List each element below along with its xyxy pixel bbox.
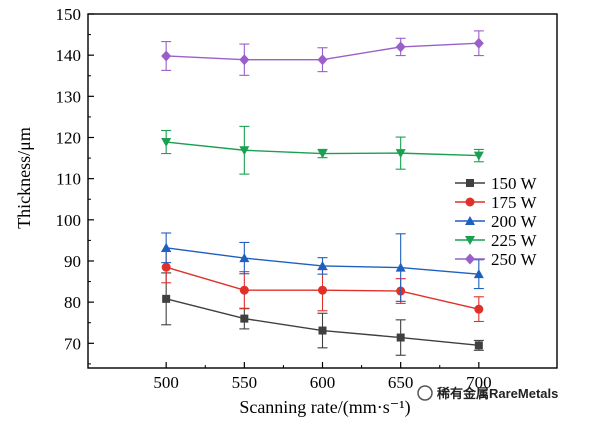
y-tick-label: 150 <box>56 5 82 24</box>
legend-item-250w: 250 W <box>455 250 537 269</box>
legend-label: 225 W <box>491 231 537 250</box>
data-point <box>317 54 328 66</box>
data-point <box>474 341 483 350</box>
y-tick-label: 130 <box>56 87 82 106</box>
data-point <box>395 149 406 159</box>
data-point <box>318 326 327 335</box>
series-250w <box>161 30 484 76</box>
y-tick-label: 70 <box>64 334 81 353</box>
data-point <box>395 41 406 53</box>
y-tick-label: 90 <box>64 252 81 271</box>
legend-label: 175 W <box>491 193 537 212</box>
legend-marker <box>465 216 475 225</box>
data-point <box>395 262 406 272</box>
series-150w <box>161 272 484 356</box>
x-tick-label: 500 <box>153 373 179 392</box>
data-point <box>161 262 171 272</box>
legend-label: 150 W <box>491 174 537 193</box>
y-tick-label: 80 <box>64 293 81 312</box>
y-axis: 70 80 90 100 110 120 130 140 150 <box>56 5 94 365</box>
data-point <box>396 333 405 342</box>
legend-item-225w: 225 W <box>455 231 537 250</box>
legend-item-175w: 175 W <box>455 193 537 212</box>
legend-marker <box>465 253 475 265</box>
data-point <box>239 54 250 66</box>
data-point <box>161 242 172 252</box>
watermark-logo-icon <box>417 385 433 401</box>
y-axis-title: Thickness/μm <box>14 127 34 229</box>
y-tick-label: 110 <box>56 170 81 189</box>
data-point <box>161 138 172 148</box>
series-225w <box>161 125 484 175</box>
data-point <box>162 294 171 303</box>
data-point <box>239 253 250 263</box>
watermark-text: 稀有金属RareMetals <box>437 386 558 401</box>
legend-label: 200 W <box>491 212 537 231</box>
x-tick-label: 700 <box>466 373 492 392</box>
data-point <box>473 151 484 161</box>
data-point <box>317 260 328 270</box>
x-tick-label: 550 <box>232 373 258 392</box>
data-point <box>240 314 249 323</box>
y-tick-label: 100 <box>56 211 82 230</box>
x-axis: 500 550 600 650 700 <box>153 362 492 392</box>
watermark: 稀有金属RareMetals <box>417 385 558 401</box>
x-axis-title: Scanning rate/(mm·s⁻¹) <box>239 397 410 418</box>
data-point <box>473 269 484 279</box>
legend-marker <box>465 236 475 245</box>
series-200w <box>161 232 484 302</box>
y-tick-label: 140 <box>56 46 82 65</box>
legend-item-200w: 200 W <box>455 212 537 231</box>
data-point <box>161 50 172 62</box>
legend-label: 250 W <box>491 250 537 269</box>
series-layer <box>161 30 484 356</box>
data-point <box>318 285 327 295</box>
data-point <box>317 149 328 159</box>
data-point <box>473 37 484 49</box>
legend-marker <box>466 179 474 187</box>
y-tick-label: 120 <box>56 128 82 147</box>
x-tick-label: 600 <box>310 373 336 392</box>
legend-marker <box>465 197 475 207</box>
data-point <box>239 285 249 295</box>
x-tick-label: 650 <box>388 373 414 392</box>
data-point <box>239 146 250 156</box>
data-point <box>474 304 484 314</box>
legend-item-150w: 150 W <box>455 174 537 193</box>
